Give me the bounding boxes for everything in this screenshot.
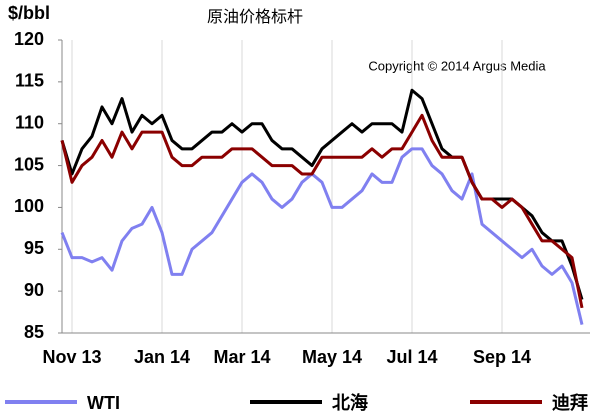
y-tick-label: 90: [24, 280, 44, 300]
series-line: [60, 113, 584, 309]
y-axis-label: $/bbl: [8, 3, 50, 23]
legend-label: WTI: [87, 393, 120, 413]
legend-label: 迪拜: [552, 392, 588, 413]
series-line: [60, 88, 584, 300]
y-tick-label: 115: [15, 71, 44, 91]
series-line: [60, 147, 584, 325]
legend-label: 北海: [332, 392, 368, 413]
x-tick-label: Jul 14: [386, 347, 437, 367]
x-tick-label: Sep 14: [473, 347, 531, 367]
y-tick-label: 100: [14, 196, 44, 216]
x-tick-label: May 14: [302, 347, 362, 367]
annotation: Copyright © 2014 Argus Media: [368, 58, 546, 73]
y-tick-label: 105: [14, 154, 44, 174]
y-tick-label: 110: [15, 112, 44, 132]
x-tick-label: Nov 13: [42, 347, 101, 367]
y-tick-label: 95: [24, 238, 44, 258]
y-tick-label: 120: [14, 29, 44, 49]
y-tick-label: 85: [24, 322, 44, 342]
chart-title: 原油价格标杆: [207, 8, 303, 26]
x-tick-label: Mar 14: [213, 347, 270, 367]
x-tick-label: Jan 14: [134, 347, 190, 367]
